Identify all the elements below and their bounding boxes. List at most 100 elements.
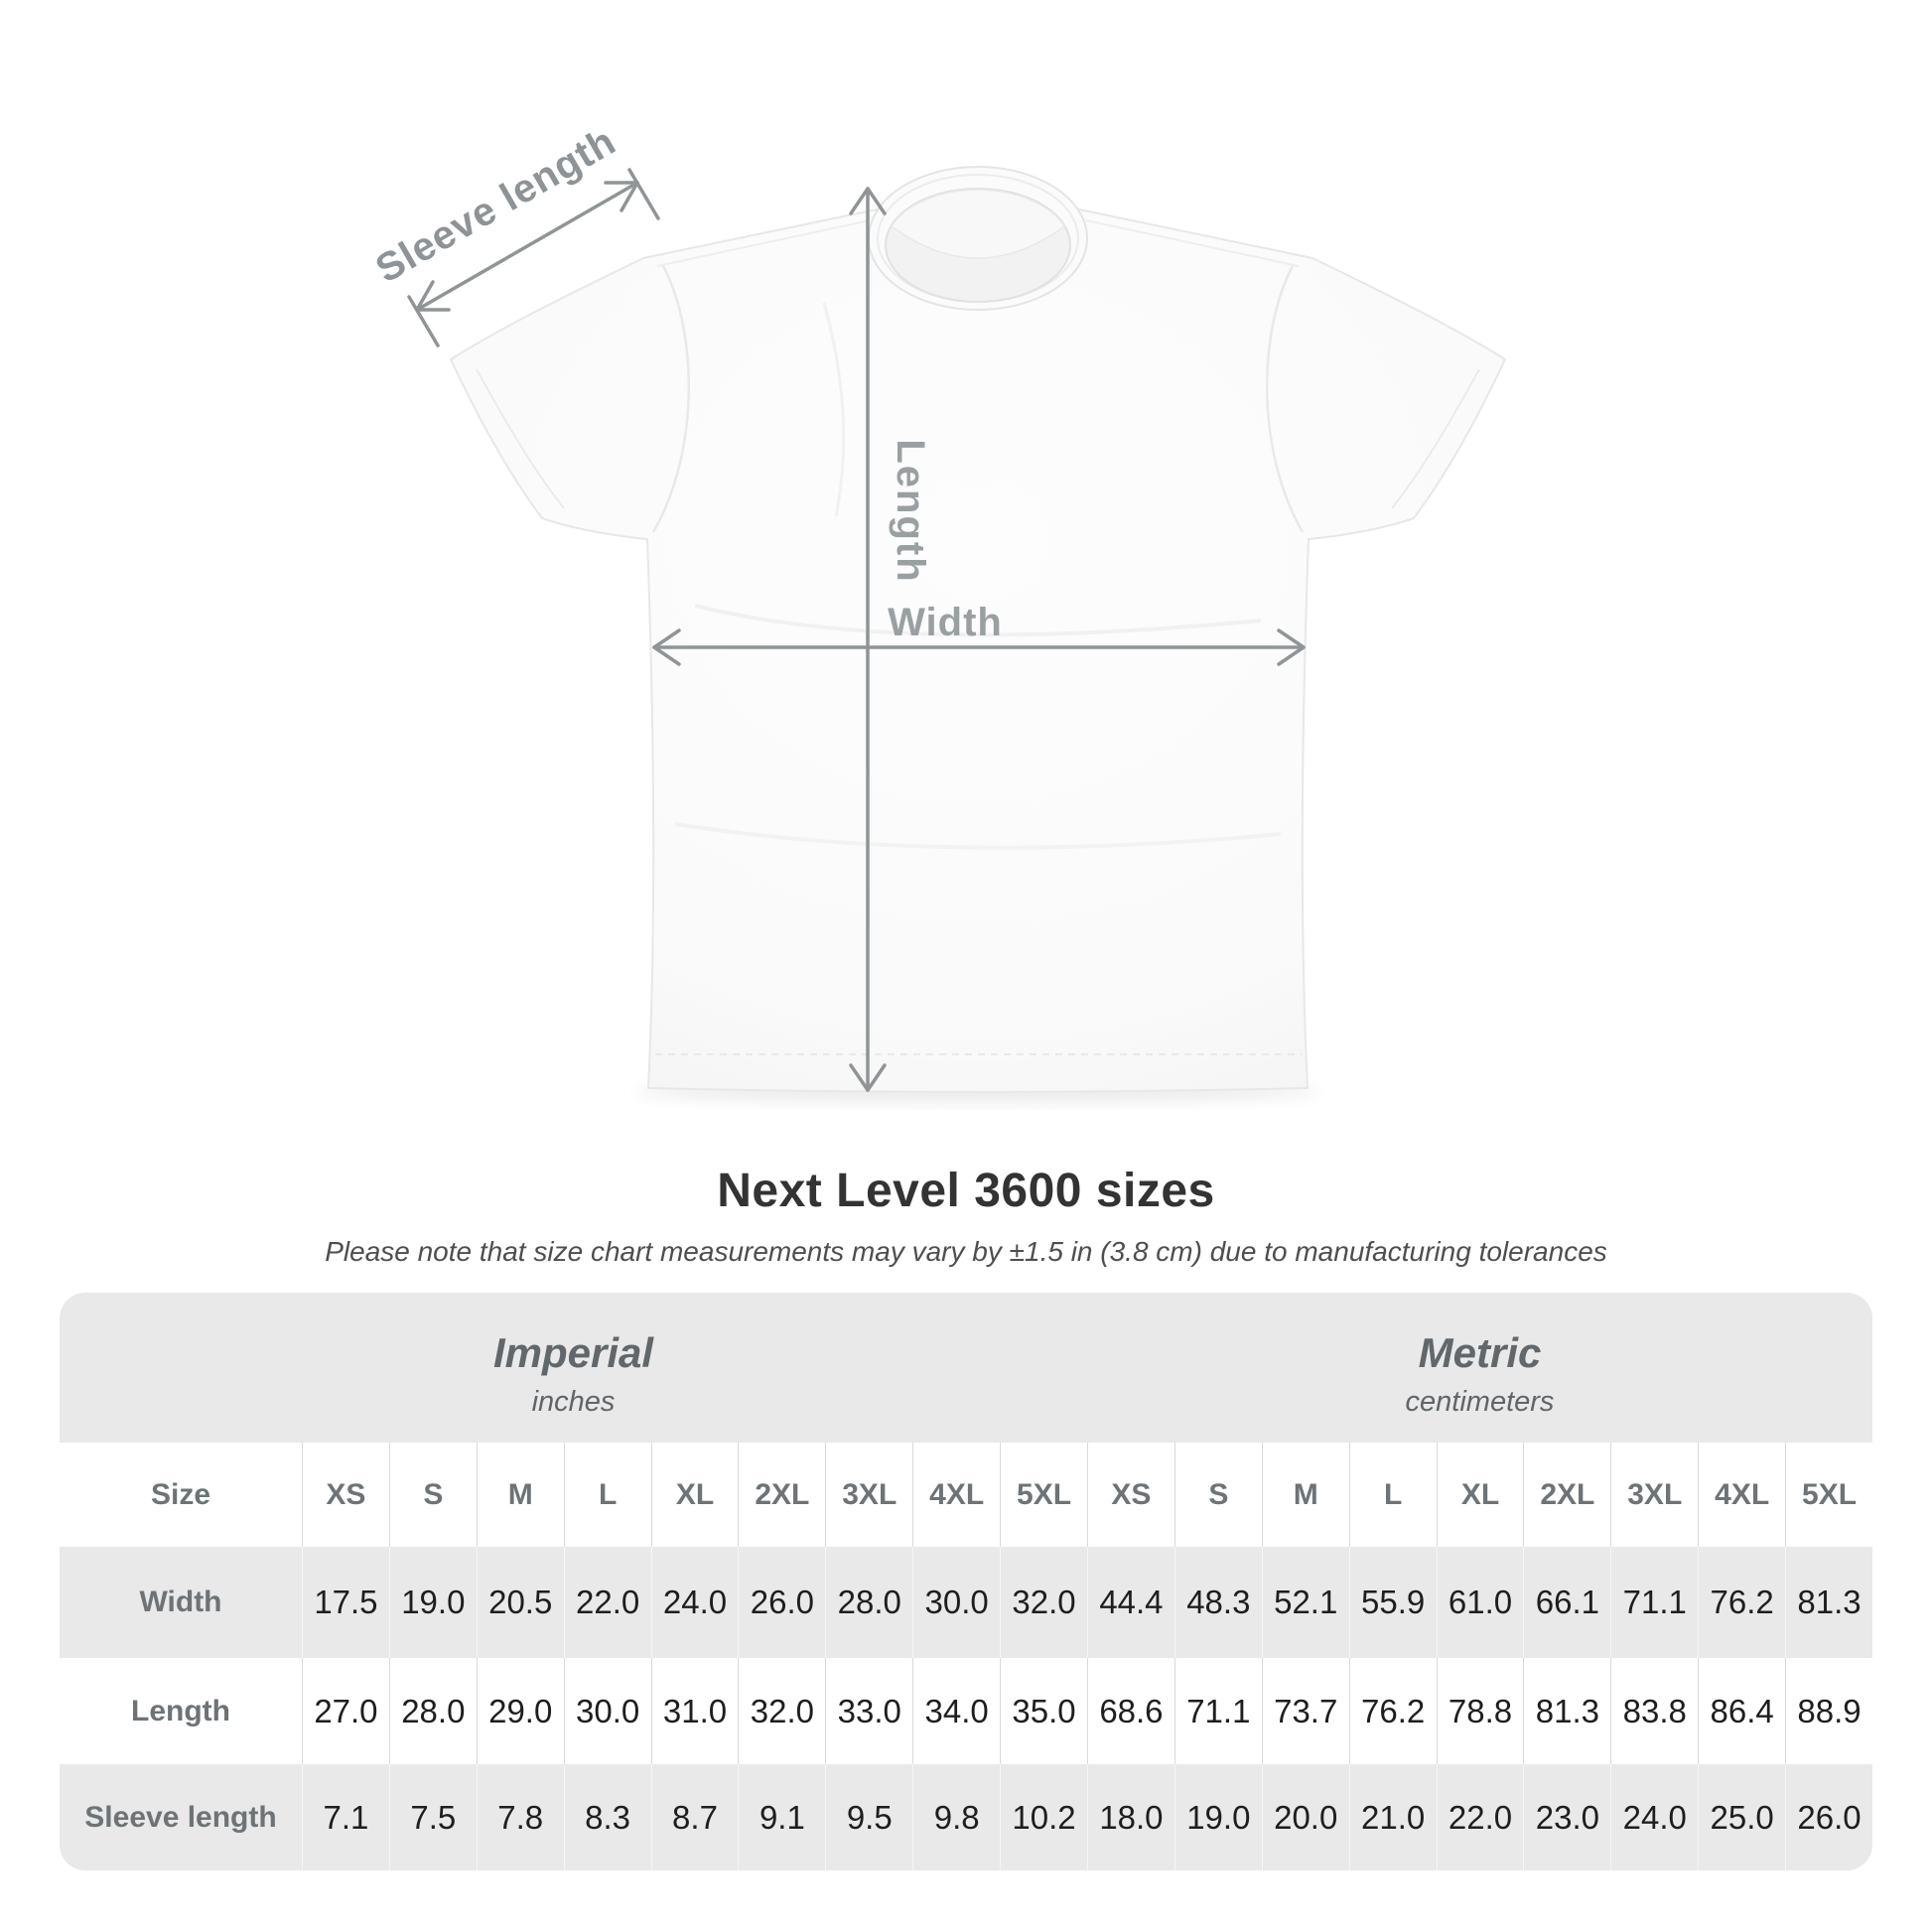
measurement-value: 21.0 — [1348, 1764, 1437, 1870]
measurement-value: 7.8 — [476, 1764, 564, 1870]
size-col-header: S — [388, 1443, 477, 1547]
table-row: Length 27.0 28.0 29.0 30.0 31.0 32.0 33.0 34.0 35… — [60, 1658, 1872, 1764]
size-col-header: 5XL — [1000, 1443, 1087, 1547]
measurement-value: 27.0 — [302, 1658, 389, 1764]
measurement-value: 30.0 — [563, 1658, 651, 1764]
sleeve-length-arrow — [407, 168, 660, 347]
measurement-value: 86.4 — [1698, 1658, 1785, 1764]
tolerance-note: Please note that size chart measurements… — [325, 1236, 1607, 1267]
measurement-value: 10.2 — [1000, 1764, 1087, 1870]
size-col-header: 5XL — [1785, 1443, 1872, 1547]
unit-group-name: Imperial — [492, 1328, 654, 1376]
measurement-value: 83.8 — [1610, 1658, 1698, 1764]
measurement-value: 22.0 — [563, 1547, 651, 1658]
size-col-header: 4XL — [1698, 1443, 1785, 1547]
measurement-value: 19.0 — [388, 1547, 477, 1658]
tshirt-diagram: Sleeve length Length Width — [368, 119, 1507, 1103]
measurement-value: 20.0 — [1261, 1764, 1349, 1870]
measurement-value: 34.0 — [912, 1658, 1000, 1764]
collar — [868, 166, 1088, 311]
size-col-header: M — [476, 1443, 564, 1547]
measurement-value: 9.1 — [738, 1764, 825, 1870]
measurement-value: 26.0 — [738, 1547, 825, 1658]
measurement-value: 22.0 — [1436, 1764, 1524, 1870]
measurement-value: 19.0 — [1173, 1764, 1262, 1870]
measurement-value: 55.9 — [1348, 1547, 1437, 1658]
width-arrow — [652, 628, 1306, 666]
table-row: Width 17.5 19.0 20.5 22.0 24.0 26.0 28.0 30.0 32.… — [60, 1547, 1872, 1658]
measurement-value: 32.0 — [738, 1658, 825, 1764]
measurement-value: 23.0 — [1523, 1764, 1610, 1870]
size-col-header: L — [563, 1443, 651, 1547]
size-col-header: XS — [302, 1443, 389, 1547]
measurement-value: 66.1 — [1523, 1547, 1610, 1658]
unit-group-name: Metric — [1418, 1328, 1542, 1376]
size-table: Imperial inches Metric centimeters Size … — [60, 1293, 1872, 1870]
measurement-value: 71.1 — [1173, 1658, 1262, 1764]
measurement-value: 20.5 — [476, 1547, 564, 1658]
measurement-value: 68.6 — [1086, 1658, 1174, 1764]
measurement-value: 9.8 — [912, 1764, 1000, 1870]
length-arrow — [849, 187, 887, 1092]
measurement-value: 29.0 — [476, 1658, 564, 1764]
measurement-value: 26.0 — [1785, 1764, 1872, 1870]
size-col-header: XL — [650, 1443, 739, 1547]
tshirt-diagram-section: Sleeve length Length Width — [368, 119, 1507, 1103]
measurement-value: 78.8 — [1436, 1658, 1524, 1764]
table-row: Sleeve length 7.1 7.5 7.8 8.3 8.7 9.1 9.5 9.8 10.… — [60, 1764, 1872, 1870]
measurement-value: 35.0 — [1000, 1658, 1087, 1764]
unit-group-imperial: Imperial inches — [60, 1293, 1087, 1443]
size-col-header: 3XL — [825, 1443, 912, 1547]
size-header-row: Size XS S M L XL 2XL 3XL 4XL 5XL XS S M L XL 2XL 3XL 4XL… — [60, 1443, 1872, 1547]
measurement-value: 30.0 — [912, 1547, 1000, 1658]
size-row-label: Size — [150, 1477, 211, 1511]
measurement-value: 61.0 — [1436, 1547, 1524, 1658]
row-label: Length — [131, 1694, 230, 1727]
measurement-value: 7.1 — [302, 1764, 389, 1870]
measurement-value: 31.0 — [650, 1658, 739, 1764]
unit-group-unit: centimeters — [1405, 1385, 1555, 1418]
unit-group-metric: Metric centimeters — [1087, 1293, 1872, 1443]
title-block: Next Level 3600 sizes Please note that s… — [0, 1164, 1932, 1268]
size-col-header: 2XL — [738, 1443, 825, 1547]
size-col-header: 4XL — [912, 1443, 1000, 1547]
size-col-header: XS — [1086, 1443, 1174, 1547]
measurement-value: 7.5 — [388, 1764, 477, 1870]
row-label: Width — [139, 1586, 222, 1618]
width-label: Width — [888, 601, 1003, 644]
measurement-value: 48.3 — [1173, 1547, 1262, 1658]
measurement-value: 81.3 — [1785, 1547, 1872, 1658]
length-label: Length — [889, 439, 932, 583]
measurement-value: 33.0 — [825, 1658, 912, 1764]
measurement-value: 76.2 — [1348, 1658, 1437, 1764]
measurement-value: 18.0 — [1086, 1764, 1174, 1870]
measurement-value: 73.7 — [1261, 1658, 1349, 1764]
row-label: Sleeve length — [84, 1800, 277, 1834]
measurement-value: 25.0 — [1698, 1764, 1785, 1870]
measurement-value: 8.3 — [563, 1764, 651, 1870]
measurement-value: 24.0 — [650, 1547, 739, 1658]
measurement-value: 8.7 — [650, 1764, 739, 1870]
measurement-value: 24.0 — [1610, 1764, 1698, 1870]
measurement-value: 28.0 — [825, 1547, 912, 1658]
measurement-value: 81.3 — [1523, 1658, 1610, 1764]
measurement-value: 44.4 — [1086, 1547, 1174, 1658]
measurement-value: 9.5 — [825, 1764, 912, 1870]
measurement-value: 32.0 — [1000, 1547, 1087, 1658]
size-col-header: L — [1348, 1443, 1437, 1547]
size-col-header: 2XL — [1523, 1443, 1610, 1547]
measurement-value: 76.2 — [1698, 1547, 1785, 1658]
size-col-header: S — [1173, 1443, 1262, 1547]
measurement-value: 71.1 — [1610, 1547, 1698, 1658]
unit-group-unit: inches — [531, 1385, 616, 1418]
measurement-value: 52.1 — [1261, 1547, 1349, 1658]
size-col-header: XL — [1436, 1443, 1524, 1547]
size-table-body: Width 17.5 19.0 20.5 22.0 24.0 26.0 28.0 30.0 32.… — [60, 1547, 1872, 1870]
measurement-value: 88.9 — [1785, 1658, 1872, 1764]
size-col-header: M — [1261, 1443, 1349, 1547]
size-col-header: 3XL — [1610, 1443, 1698, 1547]
measurement-value: 28.0 — [388, 1658, 477, 1764]
page-title: Next Level 3600 sizes — [717, 1165, 1215, 1217]
measurement-value: 17.5 — [302, 1547, 389, 1658]
